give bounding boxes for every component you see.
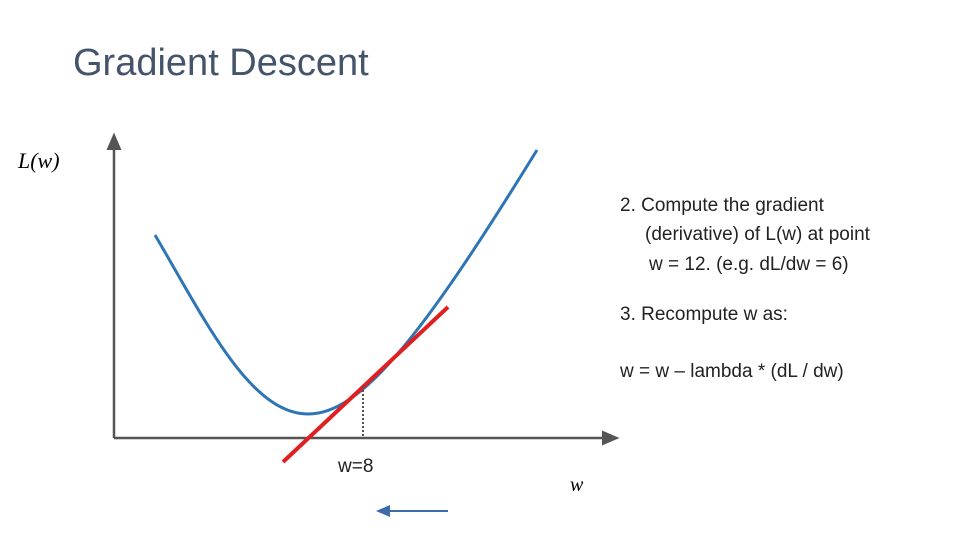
tangent-line: [281, 305, 450, 464]
step-text: 3. Recompute w as:: [620, 304, 788, 325]
step-text: w = 12. (e.g. dL/dw = 6): [648, 254, 849, 275]
slide-title: Gradient Descent: [73, 42, 369, 84]
x-axis-label: w: [570, 474, 584, 496]
step-text: w = w – lambda * (dL / dw): [619, 361, 844, 382]
point-label: w=8: [337, 456, 373, 477]
step-text: 2. Compute the gradient: [620, 195, 825, 216]
loss-curve: [153, 149, 539, 416]
y-axis-label: L(w): [17, 148, 60, 173]
step-text: (derivative) of L(w) at point: [645, 224, 871, 245]
